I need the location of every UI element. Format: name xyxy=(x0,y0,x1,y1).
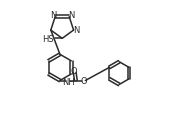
Text: O: O xyxy=(71,66,78,75)
Text: HS: HS xyxy=(42,35,53,43)
Text: N: N xyxy=(50,11,56,20)
Text: O: O xyxy=(81,76,88,85)
Text: NH: NH xyxy=(62,77,75,86)
Text: N: N xyxy=(68,11,75,20)
Text: N: N xyxy=(73,26,80,35)
